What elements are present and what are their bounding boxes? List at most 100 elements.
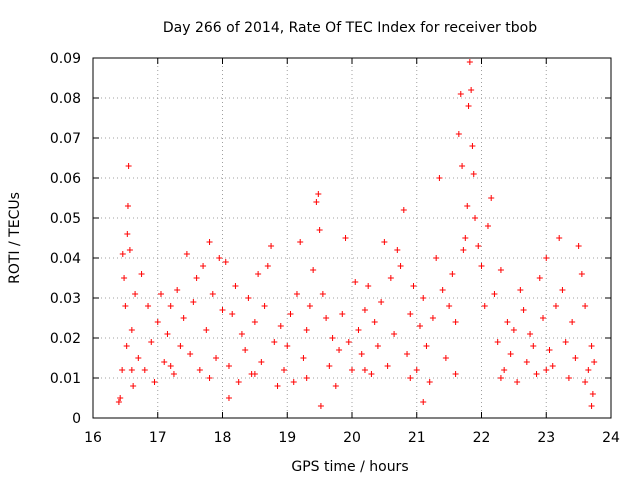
data-point [138,271,145,277]
data-point [497,375,504,381]
data-point [562,339,569,345]
data-point [416,323,423,329]
data-point [342,235,349,241]
data-point [180,315,187,321]
data-point [465,103,472,109]
y-tick-label: 0.06 [50,171,81,187]
data-point [164,331,171,337]
data-point [261,303,268,309]
data-point [206,375,213,381]
y-tick-label: 0.07 [50,131,81,147]
data-point [130,383,137,389]
data-point [374,343,381,349]
x-tick-label: 18 [214,430,232,446]
data-point [297,239,304,245]
x-tick-label: 21 [408,430,426,446]
data-point [589,391,596,397]
data-point [397,263,404,269]
data-point [132,291,139,297]
data-point [349,367,355,373]
data-point [442,355,449,361]
data-point [530,343,537,349]
data-point [336,347,343,353]
data-point [585,367,592,373]
data-point [423,343,430,349]
data-point [381,239,388,245]
data-points [115,59,598,409]
x-tick-label: 22 [473,430,491,446]
data-point [222,259,229,265]
data-point [523,359,530,365]
data-point [316,227,323,233]
data-point [420,399,427,405]
data-point [293,291,300,297]
data-point [323,315,330,321]
data-point [161,359,168,365]
data-point [209,291,216,297]
data-point [368,371,375,377]
data-point [219,307,226,313]
data-point [549,363,556,369]
data-point [510,327,517,333]
data-point [436,175,443,181]
data-point [391,331,398,337]
data-point [446,303,453,309]
data-point [569,319,576,325]
data-point [229,311,236,317]
data-point [177,343,184,349]
data-point [206,239,213,245]
data-point [303,375,310,381]
data-point [565,375,572,381]
data-point [310,267,317,273]
y-tick-label: 0.04 [50,251,81,267]
data-point [135,355,142,361]
data-point [361,367,368,373]
data-point [413,367,420,373]
data-point [141,367,148,373]
data-point [582,379,589,385]
data-point [170,371,177,377]
data-point [439,287,446,293]
y-tick-label: 0.02 [50,331,81,347]
chart-title: Day 266 of 2014, Rate Of TEC Index for r… [163,20,537,36]
data-point [190,299,197,305]
data-point [124,203,131,209]
data-point [290,379,297,385]
data-point [470,171,477,177]
data-point [216,255,223,261]
data-point [235,379,242,385]
data-point [284,343,291,349]
data-point [488,195,495,201]
x-tick-label: 17 [149,430,167,446]
data-point [478,263,485,269]
data-point [313,199,320,205]
data-point [315,191,322,197]
x-tick-label: 23 [537,430,555,446]
data-point [123,343,130,349]
data-point [464,203,471,209]
data-point [317,403,324,409]
data-point [481,303,488,309]
data-point [183,251,190,257]
data-point [274,383,281,389]
data-point [457,91,464,97]
y-tick-label: 0 [72,411,81,427]
data-point [552,303,559,309]
data-point [433,255,440,261]
data-point [575,243,582,249]
data-point [420,295,427,301]
data-point [167,363,174,369]
data-point [125,163,132,169]
data-point [306,303,313,309]
gridlines [93,58,611,418]
data-point [264,263,271,269]
data-point [124,231,131,237]
data-point [271,339,278,345]
data-point [352,279,359,285]
y-tick-label: 0.05 [50,211,81,227]
data-point [520,307,527,313]
data-point [287,311,294,317]
data-point [225,395,232,401]
data-point [238,331,245,337]
data-point [504,319,511,325]
